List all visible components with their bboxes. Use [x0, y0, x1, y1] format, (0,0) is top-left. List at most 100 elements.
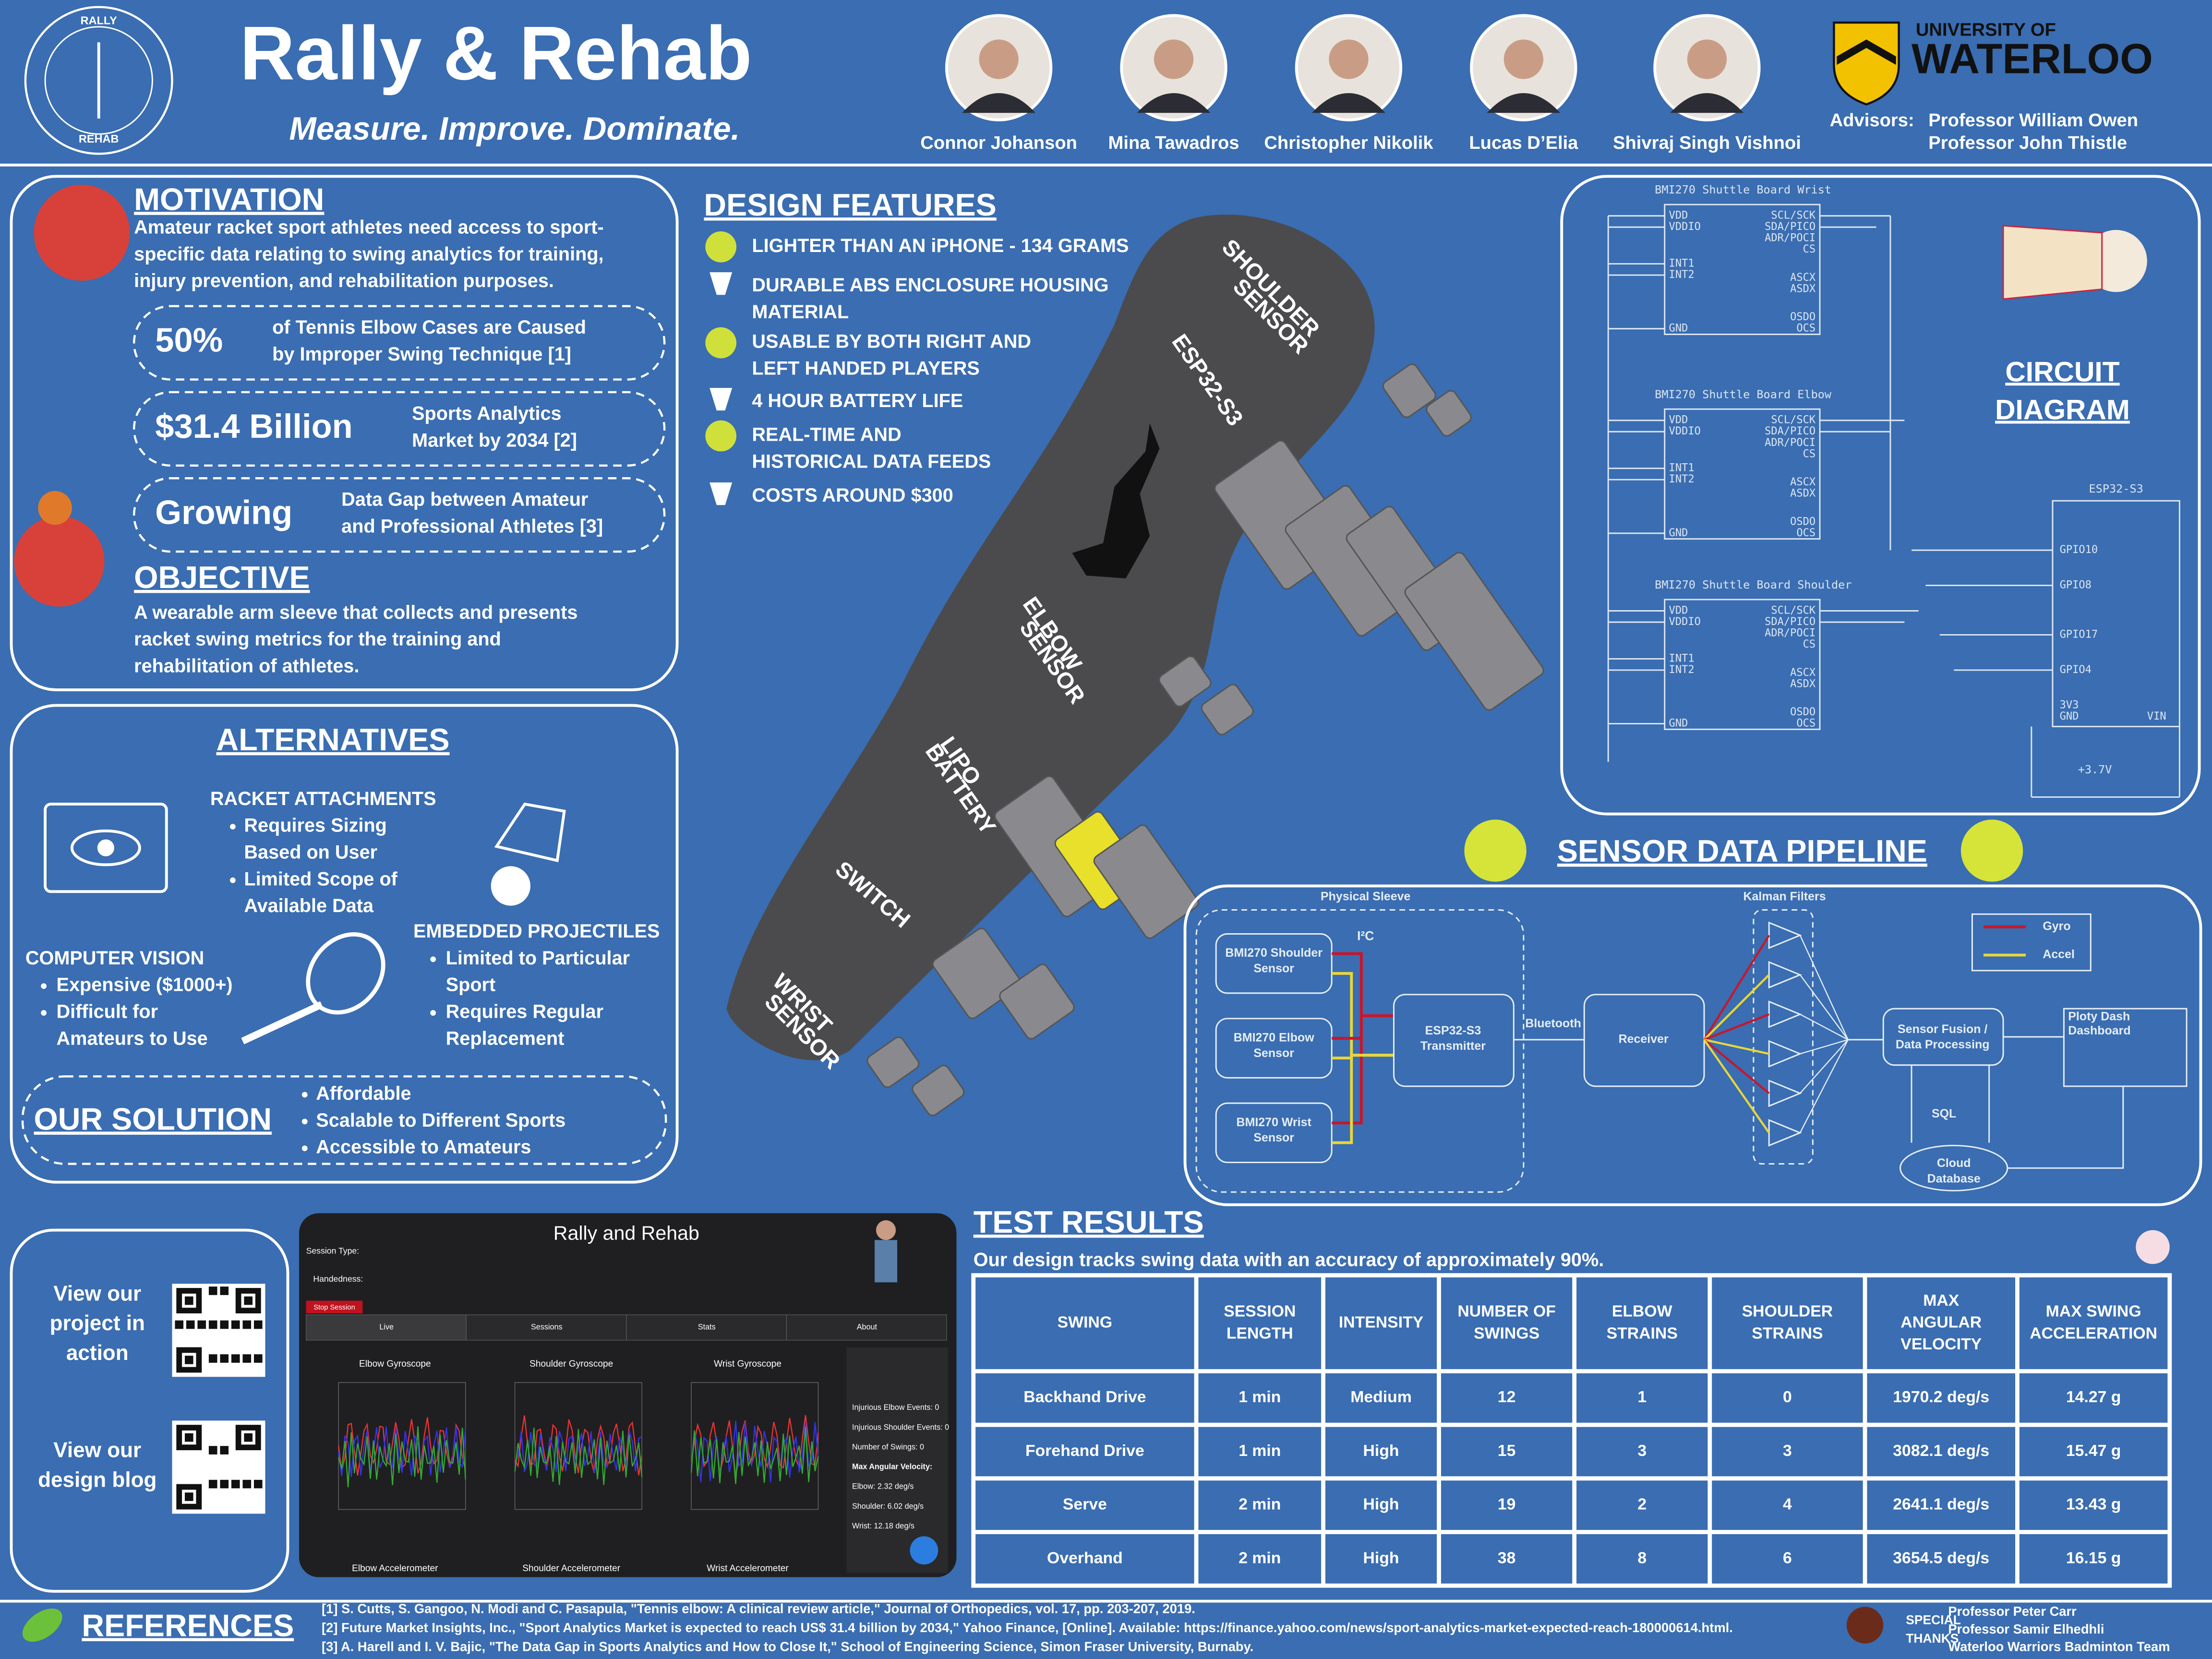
column-header: SWINGS: [1474, 1324, 1539, 1342]
app-stat: Injurious Elbow Events: 0: [852, 1403, 939, 1412]
group-label: Physical Sleeve: [1321, 890, 1411, 903]
university: WATERLOO: [1911, 35, 2153, 83]
table-cell: 38: [1498, 1549, 1516, 1567]
pin: ASCX: [1790, 667, 1816, 679]
plot-title: Elbow Gyroscope: [359, 1359, 431, 1369]
pin: GND: [1669, 323, 1688, 335]
tennis-icon: [705, 231, 737, 263]
feature: REAL-TIME AND: [752, 424, 901, 445]
qr-module: [220, 1320, 229, 1329]
sensor-node: [1215, 1102, 1333, 1164]
wire: [1800, 1039, 1849, 1055]
app-control: Session Type:: [306, 1246, 359, 1255]
table-cell: 16.15 g: [2066, 1549, 2121, 1567]
pin: OSDO: [1790, 706, 1815, 718]
table-cell: 8: [1637, 1549, 1647, 1567]
feature: USABLE BY BOTH RIGHT AND: [752, 331, 1031, 352]
edge-label: SQL: [1932, 1107, 1956, 1120]
plot-title: Elbow Accelerometer: [352, 1563, 438, 1574]
feature: HISTORICAL DATA FEEDS: [752, 451, 991, 472]
alternative-item: Amateurs to Use: [57, 1028, 208, 1049]
reference: [2] Future Market Insights, Inc., "Sport…: [322, 1620, 1733, 1635]
bullet: [430, 956, 436, 962]
column-header: NUMBER OF: [1457, 1302, 1556, 1321]
qr-module: [253, 1354, 263, 1363]
links-panel: [10, 1228, 289, 1593]
pin: VDD: [1669, 210, 1688, 222]
wire: [1704, 1013, 1770, 1041]
wire: [1703, 935, 1770, 1041]
column-header: VELOCITY: [1900, 1335, 1982, 1353]
qr-dot: [184, 1433, 193, 1442]
mcu: [2052, 500, 2180, 727]
circuit-panel: [1560, 175, 2201, 816]
pin: INT1: [1669, 258, 1695, 270]
wire: [1800, 1039, 1849, 1094]
qr-module: [208, 1286, 217, 1295]
table-cell: Medium: [1350, 1388, 1412, 1406]
wire: [1799, 974, 1849, 1040]
legend-label: Accel: [2043, 948, 2075, 961]
enclosure-part: [999, 963, 1075, 1040]
qr-module: [175, 1320, 184, 1329]
paragraph: specific data relating to swing analytic…: [134, 243, 603, 264]
app-tab: [786, 1314, 947, 1341]
reference: [3] A. Harell and I. V. Bajic, "The Data…: [322, 1639, 1253, 1654]
pin: OCS: [1796, 323, 1815, 335]
column-header: SHOULDER: [1742, 1302, 1833, 1321]
group-label: Kalman Filters: [1743, 890, 1826, 903]
enclosure-part: [1093, 824, 1199, 939]
solution-item: Affordable: [316, 1083, 411, 1104]
table-cell: 15.47 g: [2066, 1442, 2121, 1460]
heading: SENSOR DATA PIPELINE: [1557, 833, 1927, 868]
stat-label: Market by 2034 [2]: [412, 430, 577, 451]
enclosure-part: [912, 1065, 965, 1117]
enclosure-part: [866, 1036, 920, 1088]
table-cell: 1 min: [1238, 1442, 1281, 1460]
photo-body: [1487, 93, 1561, 113]
alternative-title: EMBEDDED PROJECTILES: [413, 921, 660, 942]
node-label: Data Processing: [1896, 1038, 1990, 1051]
team-name: Mina Tawadros: [1108, 132, 1239, 153]
tagline: Measure. Improve. Dominate.: [289, 111, 740, 147]
qr-module: [220, 1354, 229, 1363]
wire: [1799, 1039, 1849, 1133]
tennis-icon: [1464, 819, 1527, 882]
app-control: Handedness:: [313, 1274, 363, 1284]
node-label: Sensor: [1253, 1131, 1294, 1144]
stat-label: by Improper Swing Technique [1]: [272, 344, 571, 365]
qr-module: [197, 1320, 206, 1329]
pin: VDDIO: [1669, 616, 1701, 628]
photo-head: [979, 39, 1019, 79]
title: Rally & Rehab: [240, 10, 752, 96]
bullet: [41, 983, 47, 989]
heading: ALTERNATIVES: [216, 722, 450, 757]
pipeline-panel: [1183, 884, 2202, 1206]
accel-line: [1332, 1054, 1394, 1144]
feature: LEFT HANDED PLAYERS: [752, 358, 979, 379]
alternatives-panel: [10, 704, 679, 1184]
table-cell: 2 min: [1238, 1495, 1281, 1514]
wire: [1799, 935, 1849, 1040]
node-label: Sensor: [1253, 1046, 1294, 1060]
table-cell: 14.27 g: [2066, 1388, 2121, 1406]
plot-title: Shoulder Accelerometer: [522, 1563, 620, 1574]
qr-module: [242, 1320, 252, 1329]
stop-button: [306, 1300, 363, 1313]
qr-module: [208, 1446, 217, 1455]
pin: INT1: [1669, 462, 1695, 474]
dashboard-node: [2063, 1008, 2188, 1087]
stat-value: 50%: [155, 321, 223, 359]
column-header: ELBOW: [1612, 1302, 1672, 1321]
plot-title: Shoulder Gyroscope: [529, 1359, 613, 1369]
pin: VDD: [1669, 604, 1688, 616]
pin: ADR/POCI: [1765, 627, 1815, 639]
pin: GPIO17: [2060, 628, 2098, 640]
photo-body: [1312, 93, 1385, 113]
node-label: BMI270 Wrist: [1237, 1116, 1312, 1129]
pin: GPIO10: [2060, 544, 2098, 556]
pin: CS: [1803, 243, 1816, 255]
table-cell: Overhand: [1047, 1549, 1123, 1567]
board: [1664, 204, 1821, 335]
